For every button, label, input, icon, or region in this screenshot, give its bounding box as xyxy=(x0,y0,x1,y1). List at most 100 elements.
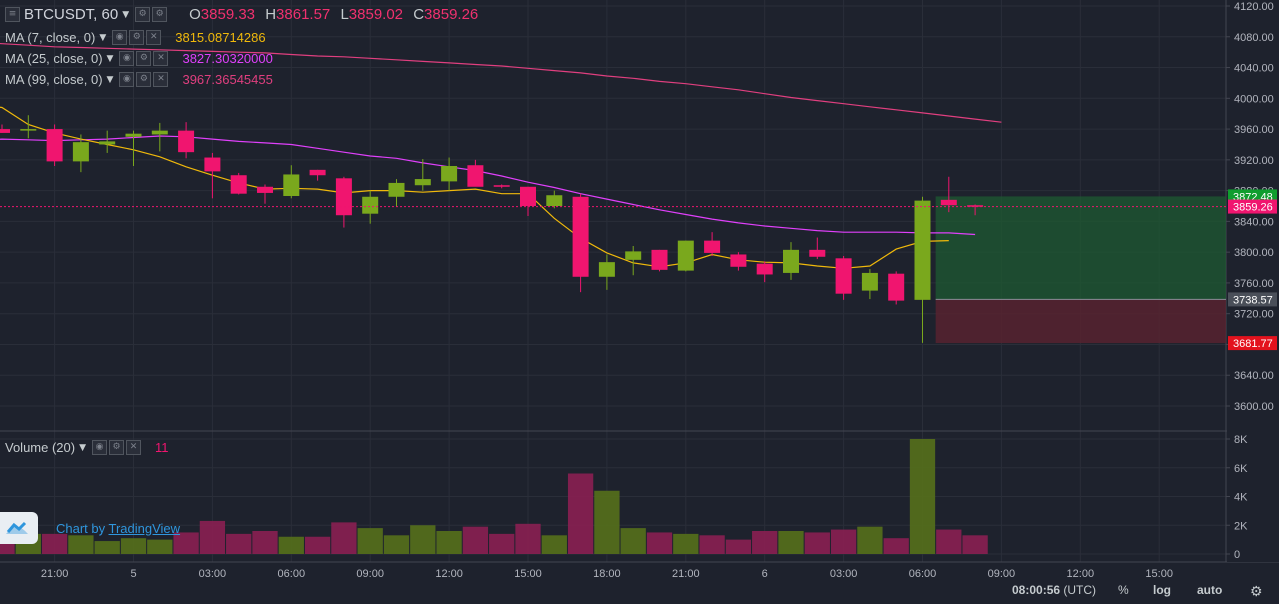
low-value: 3859.02 xyxy=(348,6,404,23)
candle-body xyxy=(283,174,300,196)
chevron-down-icon[interactable]: ▼ xyxy=(106,74,114,85)
volume-bar xyxy=(778,531,804,554)
visibility-icon[interactable]: ◉ xyxy=(119,51,135,66)
volume-bar xyxy=(68,535,94,554)
candles xyxy=(0,115,984,343)
close-key: C xyxy=(413,6,425,23)
tradingview-logo-icon xyxy=(0,512,38,544)
price-axis-bg xyxy=(1227,0,1279,562)
gear-icon[interactable]: ⚙ xyxy=(136,72,152,87)
volume-bar xyxy=(594,490,620,554)
symbol-title: BTCUSDT, 60 xyxy=(24,6,119,23)
price-tick-label: 3920.00 xyxy=(1234,155,1274,167)
gear-icon[interactable]: ⚙ xyxy=(109,440,125,455)
close-icon[interactable]: ✕ xyxy=(153,51,169,66)
candle-body xyxy=(730,254,747,267)
volume-value: 11 xyxy=(155,440,169,455)
volume-bar xyxy=(252,531,278,554)
candle-body xyxy=(967,205,984,207)
volume-bar xyxy=(357,528,383,554)
visibility-icon[interactable]: ◉ xyxy=(92,440,108,455)
gear-icon[interactable]: ⚙ xyxy=(152,7,168,22)
chevron-down-icon[interactable]: ▼ xyxy=(79,442,87,453)
clock-time: 08:00:56 xyxy=(1012,583,1061,597)
close-icon[interactable]: ✕ xyxy=(146,30,162,45)
price-tick-label: 3760.00 xyxy=(1234,278,1274,290)
candle-body xyxy=(677,240,694,271)
time-tick-label: 09:00 xyxy=(356,568,384,580)
time-tick-label: 15:00 xyxy=(514,568,542,580)
close-icon[interactable]: ✕ xyxy=(153,72,169,87)
gear-icon[interactable]: ⚙ xyxy=(136,51,152,66)
candle-body xyxy=(651,249,668,270)
ma7-label: MA (7, close, 0) xyxy=(5,30,96,45)
auto-toggle[interactable]: auto xyxy=(1197,583,1223,597)
chevron-down-icon[interactable]: ▼ xyxy=(122,9,130,20)
candle-body xyxy=(756,263,773,275)
tradingview-watermark[interactable]: Chart by TradingView xyxy=(0,512,180,544)
chevron-down-icon[interactable]: ▼ xyxy=(106,53,114,64)
low-key: L xyxy=(340,6,349,23)
collapse-icon[interactable]: ≡ xyxy=(5,7,20,22)
time-tick-label: 03:00 xyxy=(830,568,858,580)
close-value: 3859.26 xyxy=(424,6,479,23)
volume-bar xyxy=(120,538,147,554)
volume-bar xyxy=(436,531,462,554)
ma99-label: MA (99, close, 0) xyxy=(5,72,103,87)
volume-bar xyxy=(462,526,489,554)
time-tick-label: 09:00 xyxy=(988,568,1016,580)
price-tick-label: 4040.00 xyxy=(1234,63,1274,75)
volume-label: Volume (20) xyxy=(5,440,76,455)
volume-bar xyxy=(830,529,857,554)
high-key: H xyxy=(265,6,277,23)
volume-tick-label: 0 xyxy=(1234,549,1240,561)
volume-bar xyxy=(646,532,673,554)
candle-body xyxy=(546,195,563,206)
volume-bar xyxy=(94,541,120,554)
volume-bar xyxy=(673,533,699,554)
ma25-line xyxy=(0,135,976,236)
candle-body xyxy=(0,129,10,133)
volume-bar xyxy=(752,531,778,554)
watermark-brand: TradingView xyxy=(108,520,181,536)
log-toggle[interactable]: log xyxy=(1153,583,1171,597)
candle-body xyxy=(125,133,142,137)
candle-body xyxy=(178,130,195,153)
candle-body xyxy=(46,129,63,162)
candle-body xyxy=(230,175,247,194)
long-position-tool xyxy=(935,196,1226,344)
candle-body xyxy=(441,166,458,182)
candle-body xyxy=(257,186,273,193)
volume-bar xyxy=(857,526,883,554)
volume-bar xyxy=(383,535,410,554)
visibility-icon[interactable]: ◉ xyxy=(119,72,135,87)
candle-body xyxy=(362,196,379,214)
time-tick-label: 15:00 xyxy=(1145,568,1173,580)
candle-body xyxy=(520,186,536,206)
volume-bar xyxy=(515,523,541,554)
stop-zone xyxy=(935,299,1226,344)
volume-bar xyxy=(699,535,725,554)
volume-bar xyxy=(489,533,515,554)
settings-gear-icon[interactable]: ⚙ xyxy=(1250,583,1263,599)
chevron-down-icon[interactable]: ▼ xyxy=(99,32,107,43)
visibility-icon[interactable]: ◉ xyxy=(112,30,128,45)
gear-icon[interactable]: ⚙ xyxy=(129,30,145,45)
open-key: O xyxy=(189,6,201,23)
open-value: 3859.33 xyxy=(200,6,256,23)
volume-tick-label: 8K xyxy=(1234,434,1248,446)
price-tick-label: 3800.00 xyxy=(1234,247,1274,259)
clock-timezone: (UTC) xyxy=(1063,583,1097,597)
time-tick-label: 06:00 xyxy=(909,568,937,580)
close-icon[interactable]: ✕ xyxy=(126,440,142,455)
settings-icon[interactable]: ⚙ xyxy=(135,7,151,22)
volume-bar xyxy=(278,536,304,554)
volume-bar xyxy=(936,529,962,554)
percent-toggle[interactable]: % xyxy=(1118,583,1129,597)
candle-body xyxy=(72,142,89,162)
ma99-value: 3967.36545455 xyxy=(182,72,273,87)
price-label-bg xyxy=(1228,292,1277,307)
volume-tick-label: 4K xyxy=(1234,492,1248,504)
volume-bar xyxy=(41,533,68,554)
